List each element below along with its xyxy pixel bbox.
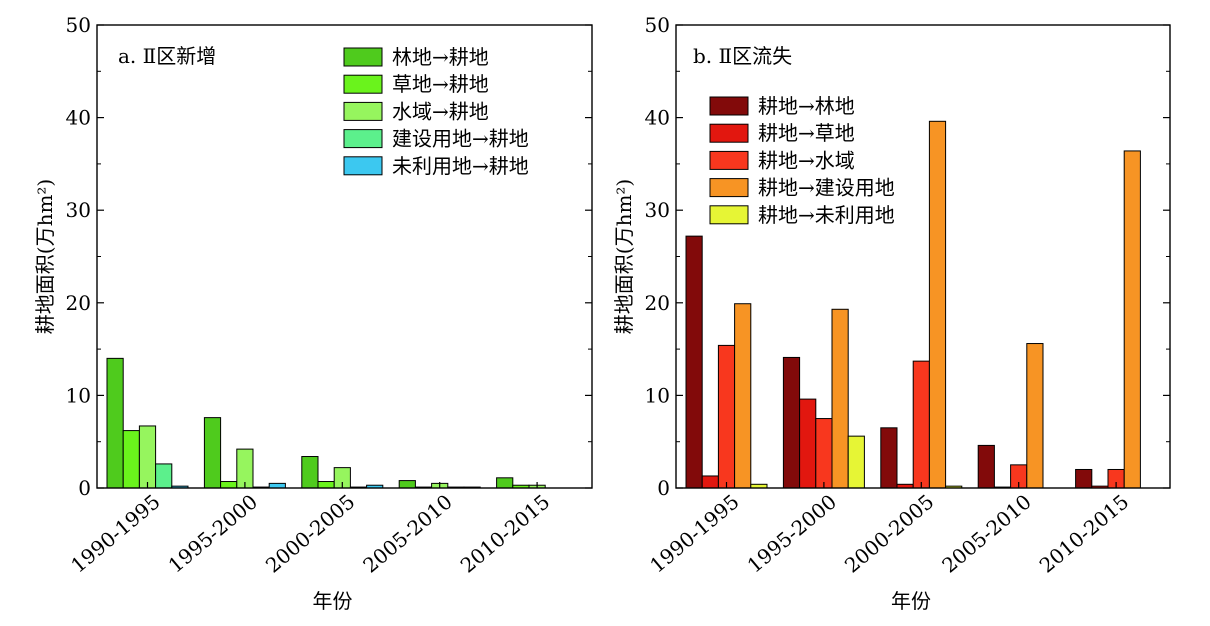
bar-耕地→水域-2000-2005 <box>912 360 930 489</box>
x-tick-label: 2005-2010 <box>937 489 1036 577</box>
legend-swatch <box>709 178 749 198</box>
x-tick-label: 2000-2005 <box>261 489 360 577</box>
legend-swatch <box>343 101 383 121</box>
bar-耕地→林地-2010-2015 <box>1075 468 1093 489</box>
bar-耕地→草地-1990-1995 <box>701 475 719 489</box>
y-tick-label: 40 <box>66 106 91 130</box>
legend-swatch <box>343 47 383 67</box>
legend-label: 耕地→水域 <box>758 148 855 172</box>
legend-swatch <box>709 96 749 116</box>
y-tick-label: 10 <box>645 383 670 407</box>
legend-label: 林地→耕地 <box>392 45 489 69</box>
bar-林地→耕地-2000-2005 <box>301 456 319 489</box>
x-tick-label: 2005-2010 <box>358 489 457 577</box>
bar-林地→耕地-2010-2015 <box>496 477 514 489</box>
legend-label: 草地→耕地 <box>392 72 489 96</box>
x-tick-label: 1995-2000 <box>164 489 263 577</box>
y-tick-label: 40 <box>645 106 670 130</box>
bar-耕地→林地-2000-2005 <box>880 427 898 489</box>
legend-swatch <box>343 74 383 94</box>
bar-耕地→水域-1995-2000 <box>815 418 833 489</box>
y-tick-label: 20 <box>645 291 670 315</box>
legend-label: 水域→耕地 <box>392 99 489 123</box>
bar-耕地→未利用地-1995-2000 <box>847 435 865 489</box>
y-tick-label: 50 <box>66 13 91 37</box>
y-tick-label: 0 <box>78 476 91 500</box>
x-tick-label: 1995-2000 <box>743 489 842 577</box>
y-tick-label: 0 <box>657 476 670 500</box>
y-tick-label: 30 <box>66 198 91 222</box>
legend-label: 建设用地→耕地 <box>392 127 529 151</box>
bar-水域→耕地-1990-1995 <box>138 425 157 489</box>
panel-title: b. Ⅱ区流失 <box>693 44 792 68</box>
x-tick-label: 2010-2015 <box>456 489 555 577</box>
bar-耕地→建设用地-1995-2000 <box>831 308 849 489</box>
bar-建设用地→耕地-1990-1995 <box>155 463 173 489</box>
bar-林地→耕地-1995-2000 <box>203 417 222 489</box>
legend-label: 未利用地→耕地 <box>392 154 529 178</box>
x-tick-label: 2000-2005 <box>840 489 939 577</box>
legend-swatch <box>709 150 749 170</box>
bar-耕地→建设用地-2010-2015 <box>1123 150 1141 489</box>
legend-label: 耕地→林地 <box>758 94 855 118</box>
bar-耕地→建设用地-2000-2005 <box>928 120 947 489</box>
bar-草地→耕地-2000-2005 <box>317 481 335 489</box>
panel-title: a. Ⅱ区新增 <box>118 44 216 68</box>
y-tick-label: 30 <box>645 198 670 222</box>
plot-frame <box>96 24 593 489</box>
bar-林地→耕地-2005-2010 <box>398 480 416 489</box>
y-tick-label: 50 <box>645 13 670 37</box>
legend-swatch <box>709 123 749 143</box>
bar-耕地→建设用地-1990-1995 <box>734 303 752 489</box>
legend-label: 耕地→未利用地 <box>758 203 895 227</box>
x-axis-title: 年份 <box>313 589 353 613</box>
bar-耕地→建设用地-2005-2010 <box>1026 343 1044 489</box>
y-tick-label: 20 <box>66 291 91 315</box>
legend-swatch <box>343 129 383 149</box>
legend-label: 耕地→建设用地 <box>758 176 895 200</box>
legend-swatch <box>343 156 383 176</box>
legend-label: 耕地→草地 <box>758 121 855 145</box>
bar-草地→耕地-1990-1995 <box>122 430 140 489</box>
bar-林地→耕地-1990-1995 <box>106 357 124 489</box>
bar-耕地→草地-1995-2000 <box>799 398 817 489</box>
x-axis-title: 年份 <box>891 589 931 613</box>
chart-panel-a: 010203040501990-19951995-20002000-200520… <box>33 13 593 613</box>
legend-swatch <box>709 205 749 225</box>
x-tick-label: 2010-2015 <box>1035 489 1134 577</box>
bar-耕地→林地-1990-1995 <box>685 235 703 489</box>
y-tick-label: 10 <box>66 383 91 407</box>
chart-panel-b: 010203040501990-19951995-20002000-200520… <box>612 13 1171 613</box>
x-tick-label: 1990-1995 <box>66 489 165 577</box>
bar-草地→耕地-1995-2000 <box>220 481 238 489</box>
x-tick-label: 1990-1995 <box>645 489 744 577</box>
bar-耕地→林地-1995-2000 <box>782 356 801 489</box>
y-axis-title: 耕地面积(万hm²) <box>33 179 57 334</box>
bar-耕地→林地-2005-2010 <box>977 444 995 489</box>
y-axis-title: 耕地面积(万hm²) <box>612 179 636 334</box>
bar-耕地→水域-1990-1995 <box>717 344 736 489</box>
